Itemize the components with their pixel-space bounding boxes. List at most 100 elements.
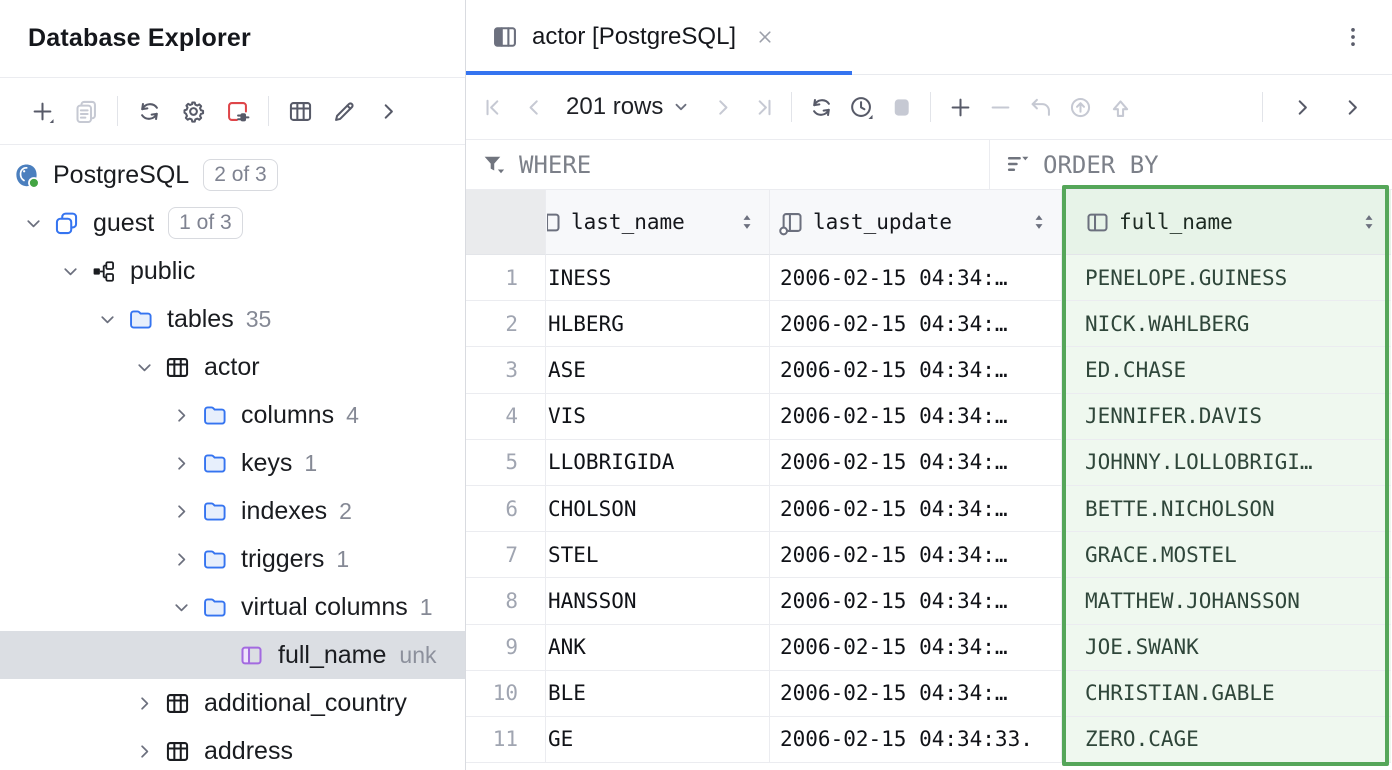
- cell-last_name[interactable]: INESS: [546, 255, 770, 302]
- tree-item-keys[interactable]: keys 1: [0, 439, 465, 487]
- cell-full_name[interactable]: PENELOPE.GUINESS: [1062, 255, 1391, 302]
- tree-item-guest[interactable]: guest 1 of 3: [0, 199, 465, 247]
- row-number[interactable]: 6: [466, 485, 546, 533]
- revert-changes-button[interactable]: [1020, 87, 1060, 127]
- row-number[interactable]: 4: [466, 393, 546, 440]
- reload-data-button[interactable]: [801, 87, 841, 127]
- row-number[interactable]: 1: [466, 255, 546, 302]
- cell-last_update[interactable]: 2006-02-15 04:34:…: [770, 393, 1062, 440]
- row-number[interactable]: 7: [466, 532, 546, 579]
- chevron-down-icon[interactable]: [96, 308, 119, 331]
- sort-arrows-icon[interactable]: [1029, 212, 1049, 232]
- cell-full_name[interactable]: GRACE.MOSTEL: [1062, 532, 1391, 579]
- show-toolbar-chevron-2[interactable]: [1332, 87, 1372, 127]
- tree-item-actor[interactable]: actor: [0, 343, 465, 391]
- refresh-interval-button[interactable]: [841, 87, 881, 127]
- tree-item-triggers[interactable]: triggers 1: [0, 535, 465, 583]
- cell-last_name[interactable]: HANSSON: [546, 578, 770, 625]
- cell-last_update[interactable]: 2006-02-15 04:34:…: [770, 439, 1062, 486]
- chevron-right-icon[interactable]: [133, 740, 156, 763]
- chevron-right-icon[interactable]: [133, 692, 156, 715]
- chevron-down-icon[interactable]: [59, 260, 82, 283]
- last-page-button[interactable]: [742, 87, 782, 127]
- submit-button[interactable]: [1060, 87, 1100, 127]
- chevron-right-icon[interactable]: [170, 548, 193, 571]
- cell-last_name[interactable]: BLE: [546, 670, 770, 717]
- row-number[interactable]: 8: [466, 578, 546, 625]
- chevron-right-icon[interactable]: [170, 404, 193, 427]
- page-size-dropdown[interactable]: 201 rows: [566, 93, 690, 121]
- kebab-menu-icon[interactable]: [1340, 24, 1366, 50]
- commit-button[interactable]: [1100, 87, 1140, 127]
- chevron-down-icon[interactable]: [133, 356, 156, 379]
- tree-item-indexes[interactable]: indexes 2: [0, 487, 465, 535]
- cell-last_name[interactable]: ASE: [546, 347, 770, 394]
- close-icon[interactable]: [754, 26, 776, 48]
- stop-button[interactable]: [881, 87, 921, 127]
- chevron-down-icon[interactable]: [22, 212, 45, 235]
- refresh-button[interactable]: [127, 89, 171, 133]
- row-header-corner[interactable]: [466, 190, 546, 255]
- tree-item-address[interactable]: address: [0, 727, 465, 770]
- row-number[interactable]: 2: [466, 301, 546, 348]
- cell-last_update[interactable]: 2006-02-15 04:34:…: [770, 624, 1062, 671]
- edit-source-button[interactable]: [322, 89, 366, 133]
- more-actions-button[interactable]: [366, 89, 410, 133]
- column-header-last_update[interactable]: last_update: [770, 190, 1062, 255]
- row-number[interactable]: 11: [466, 716, 546, 764]
- cell-last_update[interactable]: 2006-02-15 04:34:…: [770, 578, 1062, 625]
- cell-last_name[interactable]: ANK: [546, 624, 770, 671]
- row-number[interactable]: 9: [466, 624, 546, 671]
- row-number[interactable]: 5: [466, 439, 546, 486]
- cell-last_update[interactable]: 2006-02-15 04:34:…: [770, 485, 1062, 533]
- settings-button[interactable]: [171, 89, 215, 133]
- tree-item-public[interactable]: public: [0, 247, 465, 295]
- next-page-button[interactable]: [702, 87, 742, 127]
- cell-full_name[interactable]: JENNIFER.DAVIS: [1062, 393, 1391, 440]
- cell-full_name[interactable]: JOHNNY.LOLLOBRIGI…: [1062, 439, 1391, 486]
- cell-last_name[interactable]: STEL: [546, 532, 770, 579]
- cell-last_name[interactable]: VIS: [546, 393, 770, 440]
- add-row-button[interactable]: [940, 87, 980, 127]
- table-view-button[interactable]: [278, 89, 322, 133]
- cell-last_update[interactable]: 2006-02-15 04:34:…: [770, 532, 1062, 579]
- tree-item-additional_country[interactable]: additional_country: [0, 679, 465, 727]
- tree-item-postgresql[interactable]: PostgreSQL 2 of 3: [0, 151, 465, 199]
- cell-last_name[interactable]: LLOBRIGIDA: [546, 439, 770, 486]
- row-number[interactable]: 10: [466, 670, 546, 717]
- cell-full_name[interactable]: MATTHEW.JOHANSSON: [1062, 578, 1391, 625]
- column-header-last_name[interactable]: last_name: [546, 190, 770, 255]
- show-toolbar-chevron-1[interactable]: [1282, 87, 1322, 127]
- tree-item-columns[interactable]: columns 4: [0, 391, 465, 439]
- cell-full_name[interactable]: ED.CHASE: [1062, 347, 1391, 394]
- cell-last_name[interactable]: CHOLSON: [546, 485, 770, 533]
- sort-arrows-icon[interactable]: [737, 212, 757, 232]
- delete-row-button[interactable]: [980, 87, 1020, 127]
- chevron-right-icon[interactable]: [170, 452, 193, 475]
- cell-last_update[interactable]: 2006-02-15 04:34:…: [770, 255, 1062, 302]
- tree-item-tables[interactable]: tables 35: [0, 295, 465, 343]
- cell-last_update[interactable]: 2006-02-15 04:34:…: [770, 301, 1062, 348]
- chevron-down-icon[interactable]: [170, 596, 193, 619]
- cell-full_name[interactable]: ZERO.CAGE: [1062, 716, 1391, 764]
- tree-item-virtual-columns[interactable]: virtual columns 1: [0, 583, 465, 631]
- first-page-button[interactable]: [474, 87, 514, 127]
- row-number[interactable]: 3: [466, 347, 546, 394]
- cell-full_name[interactable]: NICK.WAHLBERG: [1062, 301, 1391, 348]
- add-data-source-button[interactable]: [20, 89, 64, 133]
- disconnect-button[interactable]: [215, 89, 259, 133]
- where-filter-input[interactable]: WHERE: [466, 140, 990, 189]
- cell-full_name[interactable]: CHRISTIAN.GABLE: [1062, 670, 1391, 717]
- cell-last_update[interactable]: 2006-02-15 04:34:33.: [770, 716, 1062, 764]
- column-header-full_name[interactable]: full_name: [1062, 190, 1391, 255]
- tab-actor-postgresql[interactable]: actor [PostgreSQL]: [466, 0, 852, 75]
- cell-last_update[interactable]: 2006-02-15 04:34:…: [770, 347, 1062, 394]
- cell-last_name[interactable]: GE: [546, 716, 770, 764]
- cell-full_name[interactable]: BETTE.NICHOLSON: [1062, 485, 1391, 533]
- chevron-right-icon[interactable]: [170, 500, 193, 523]
- cell-last_name[interactable]: HLBERG: [546, 301, 770, 348]
- cell-full_name[interactable]: JOE.SWANK: [1062, 624, 1391, 671]
- previous-page-button[interactable]: [514, 87, 554, 127]
- duplicate-button[interactable]: [64, 89, 108, 133]
- sort-arrows-icon[interactable]: [1359, 212, 1379, 232]
